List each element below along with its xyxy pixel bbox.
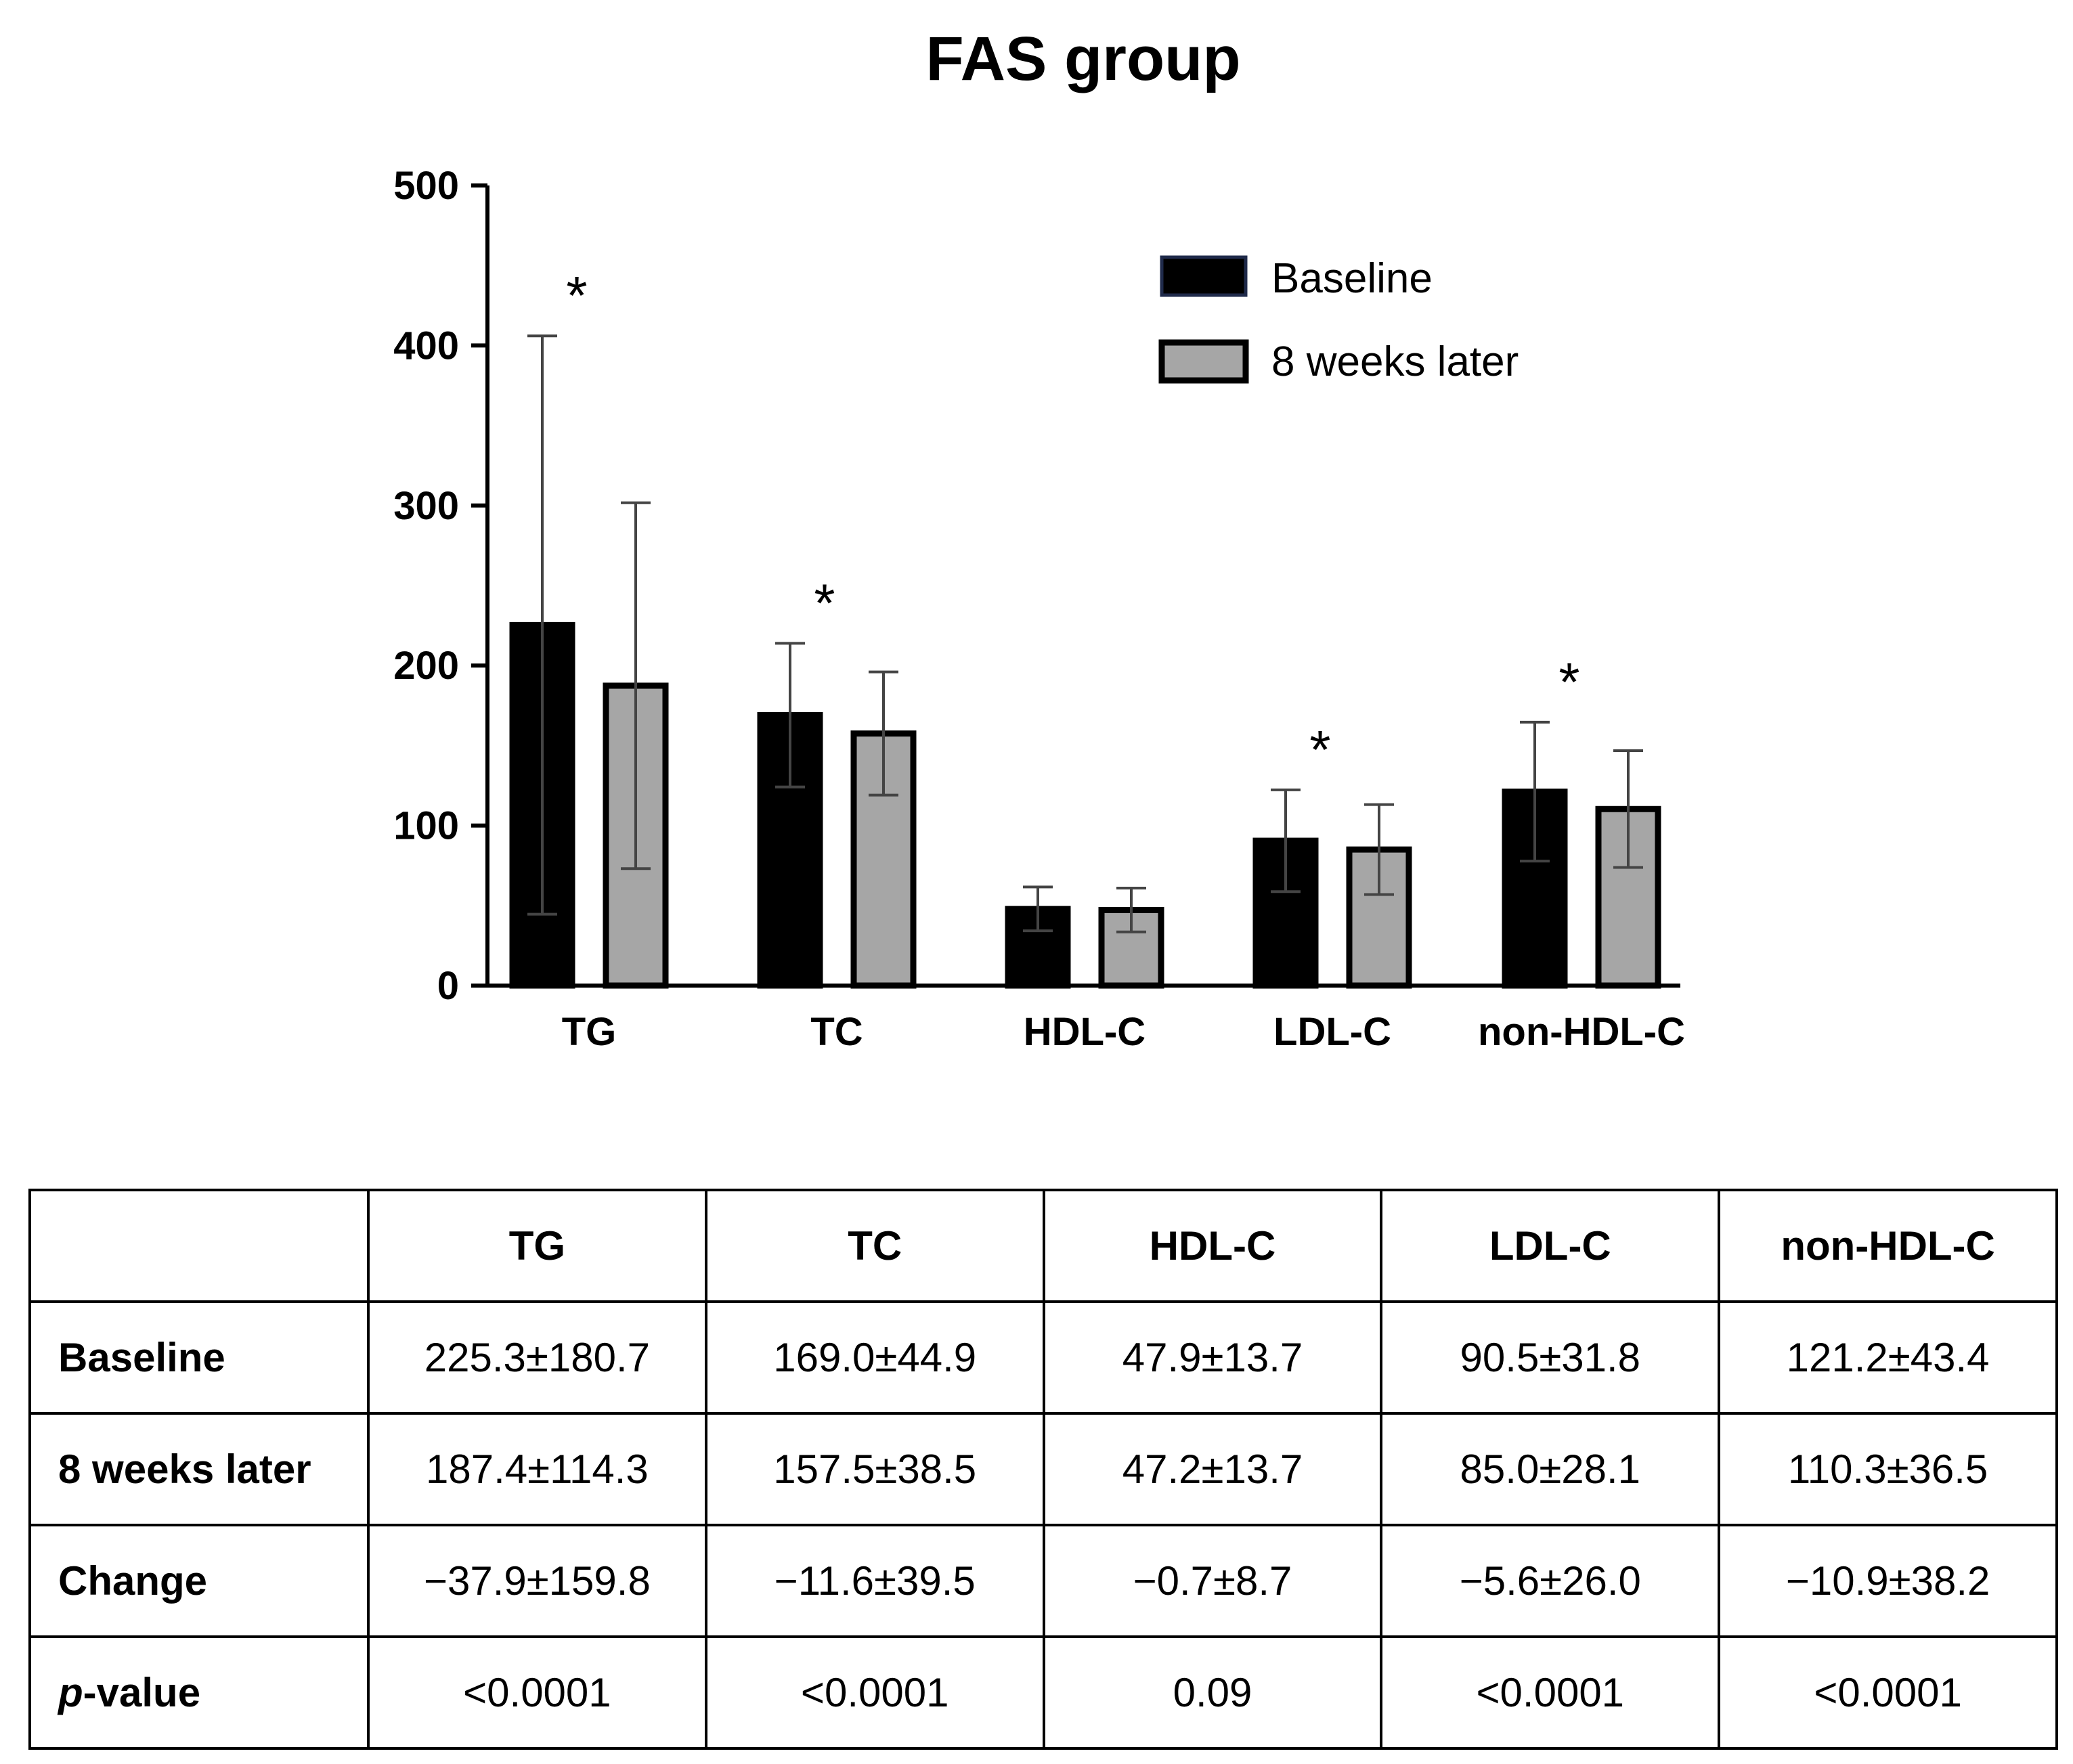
table-cell: −10.9±38.2 xyxy=(1718,1524,2058,1638)
legend-swatch-baseline xyxy=(1160,255,1248,297)
table-header-row: TG TC HDL-C LDL-C non-HDL-C xyxy=(28,1189,2058,1303)
chart-legend: Baseline 8 weeks later xyxy=(1158,255,1519,385)
table-cell: 47.9±13.7 xyxy=(1042,1300,1383,1415)
table-cell: 157.5±38.5 xyxy=(704,1412,1045,1526)
x-tick-label: non-HDL-C xyxy=(1478,1010,1685,1054)
table-cell: 90.5±31.8 xyxy=(1380,1300,1721,1415)
significance-marker: * xyxy=(1558,652,1579,712)
table-header-cell xyxy=(28,1189,370,1303)
legend-label-8-weeks-later: 8 weeks later xyxy=(1271,338,1519,385)
x-tick-label: TC xyxy=(810,1010,863,1054)
row-label-rest: -value xyxy=(83,1670,201,1715)
table-header-cell: TG xyxy=(367,1189,707,1303)
table-row: p-value <0.0001 <0.0001 0.09 <0.0001 <0.… xyxy=(28,1635,2058,1750)
table-cell: 225.3±180.7 xyxy=(367,1300,707,1415)
table-cell: 47.2±13.7 xyxy=(1042,1412,1383,1526)
table-cell: 187.4±114.3 xyxy=(367,1412,707,1526)
summary-table: TG TC HDL-C LDL-C non-HDL-C Baseline 225… xyxy=(28,1189,2058,1750)
table-cell: <0.0001 xyxy=(1380,1635,1721,1750)
table-header-cell: TC xyxy=(704,1189,1045,1303)
table-cell: −37.9±159.8 xyxy=(367,1524,707,1638)
x-tick-label: TG xyxy=(562,1010,617,1054)
row-label: p-value xyxy=(28,1635,370,1750)
x-tick-label: HDL-C xyxy=(1024,1010,1145,1054)
chart-title: FAS group xyxy=(925,24,1240,93)
bar-chart: FAS group 0 100 200 300 400 500 TG * TC * HDL-C LDL… xyxy=(393,24,1685,1054)
row-label: Change xyxy=(28,1524,370,1638)
table-header-cell: non-HDL-C xyxy=(1718,1189,2058,1303)
legend-label-baseline: Baseline xyxy=(1271,255,1433,302)
y-tick-label: 200 xyxy=(393,644,459,688)
table-cell: <0.0001 xyxy=(367,1635,707,1750)
significance-marker: * xyxy=(566,265,587,326)
significance-marker: * xyxy=(1309,720,1330,780)
table-cell: 0.09 xyxy=(1042,1635,1383,1750)
table-cell: 110.3±36.5 xyxy=(1718,1412,2058,1526)
table-cell: 121.2±43.4 xyxy=(1718,1300,2058,1415)
legend-swatch-8-weeks-later xyxy=(1158,339,1249,384)
table-row: Baseline 225.3±180.7 169.0±44.9 47.9±13.… xyxy=(28,1300,2058,1415)
bar-baseline xyxy=(1252,837,1319,989)
table-cell: 85.0±28.1 xyxy=(1380,1412,1721,1526)
table-cell: 169.0±44.9 xyxy=(704,1300,1045,1415)
table-cell: −11.6±39.5 xyxy=(704,1524,1045,1638)
table-header-cell: HDL-C xyxy=(1042,1189,1383,1303)
bar-baseline xyxy=(757,711,823,989)
table-row: Change −37.9±159.8 −11.6±39.5 −0.7±8.7 −… xyxy=(28,1524,2058,1638)
table-cell: <0.0001 xyxy=(1718,1635,2058,1750)
row-label: Baseline xyxy=(28,1300,370,1415)
table-cell: −5.6±26.0 xyxy=(1380,1524,1721,1638)
y-tick-label: 100 xyxy=(393,804,459,848)
table-header-cell: LDL-C xyxy=(1380,1189,1721,1303)
table-row: 8 weeks later 187.4±114.3 157.5±38.5 47.… xyxy=(28,1412,2058,1526)
row-label: 8 weeks later xyxy=(28,1412,370,1526)
table-cell: <0.0001 xyxy=(704,1635,1045,1750)
y-tick-label: 0 xyxy=(437,964,459,1008)
y-tick-label: 400 xyxy=(393,324,459,368)
table-cell: −0.7±8.7 xyxy=(1042,1524,1383,1638)
x-tick-label: LDL-C xyxy=(1273,1010,1391,1054)
row-label-italic: p xyxy=(58,1670,83,1715)
y-tick-label: 300 xyxy=(393,484,459,528)
significance-marker: * xyxy=(814,573,835,633)
y-tick-label: 500 xyxy=(393,164,459,208)
